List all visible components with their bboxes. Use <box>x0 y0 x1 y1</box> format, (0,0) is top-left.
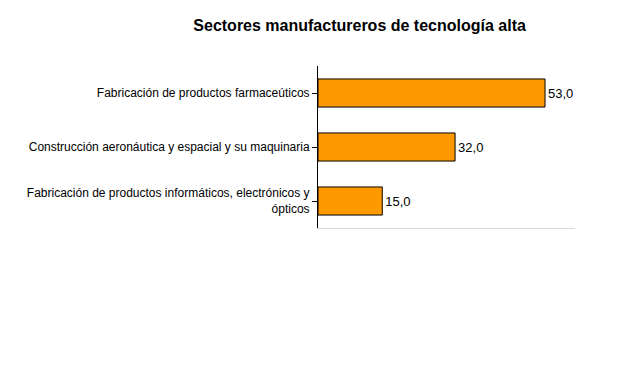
svg-text:15,0: 15,0 <box>385 194 410 209</box>
svg-text:Fabricación de productos farma: Fabricación de productos farmaceúticos <box>97 86 310 100</box>
svg-text:Fabricación de productos infor: Fabricación de productos informáticos, e… <box>27 186 310 216</box>
svg-text:Sectores manufactureros de tec: Sectores manufactureros de tecnología al… <box>193 17 526 34</box>
svg-text:53,0: 53,0 <box>548 86 573 101</box>
svg-text:Construcción aeronáutica y esp: Construcción aeronáutica y espacial y su… <box>29 140 310 154</box>
svg-text:32,0: 32,0 <box>458 140 483 155</box>
